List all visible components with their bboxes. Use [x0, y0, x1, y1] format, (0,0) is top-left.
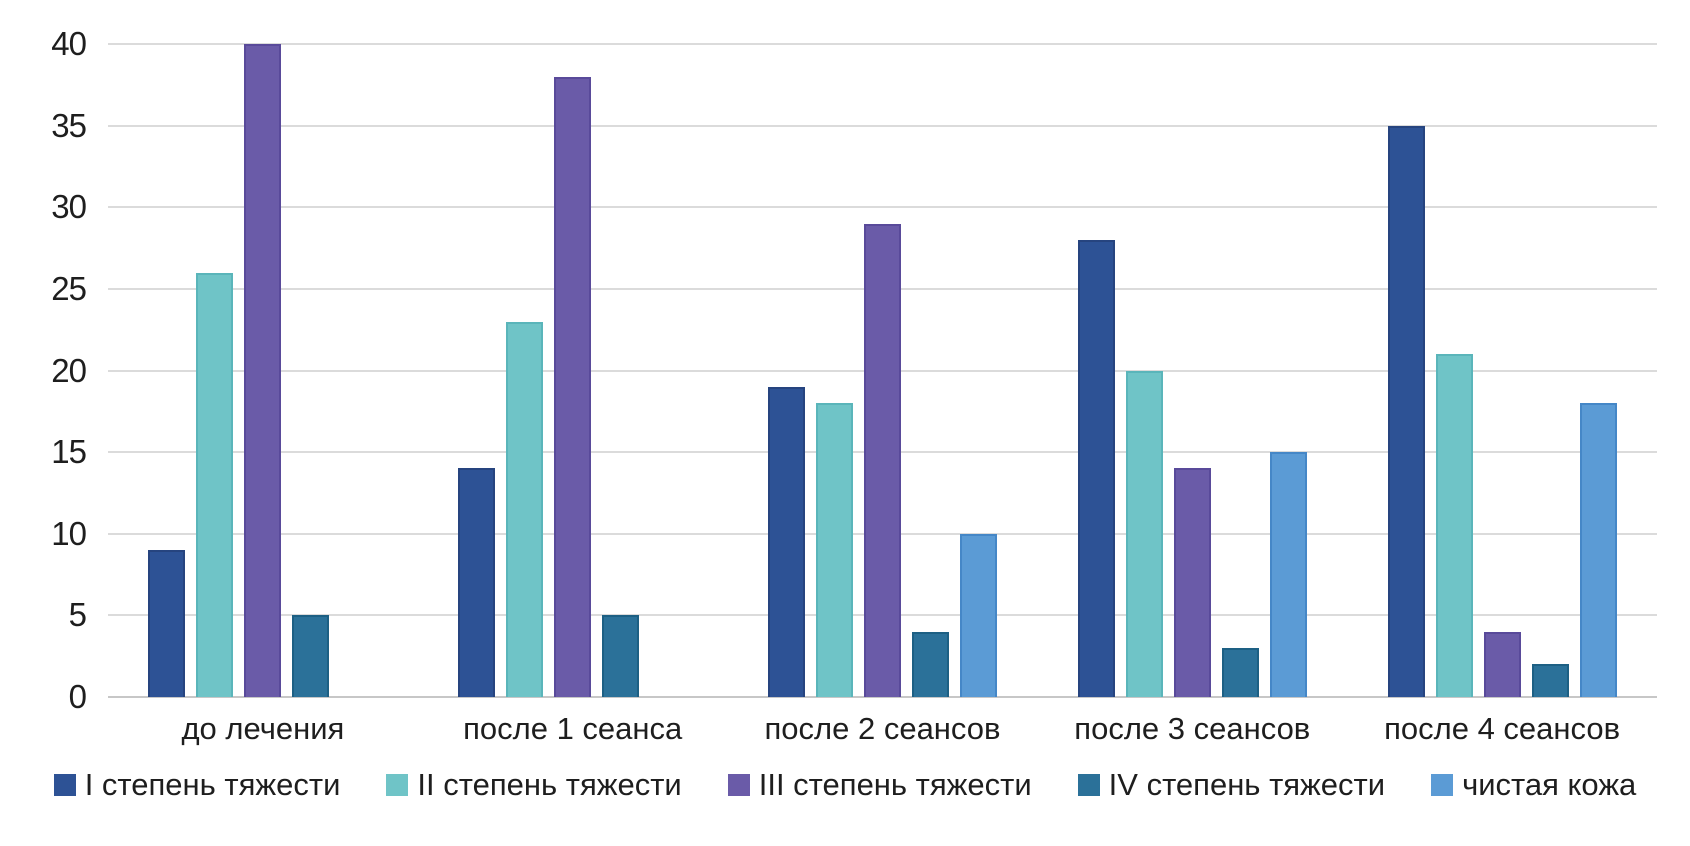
- y-tick-label: 25: [51, 269, 87, 307]
- x-axis-labels: до лечения после 1 сеанса после 2 сеансов п…: [108, 711, 1657, 746]
- y-axis: 0 5 10 15 20 25 30 35 40: [0, 27, 87, 713]
- gridline-40: [108, 43, 1657, 45]
- bar: [767, 386, 805, 697]
- gridline-35: [108, 124, 1657, 127]
- legend-label: чистая кожа: [1462, 767, 1637, 802]
- x-axis-label: после 1 сеанса: [463, 711, 683, 746]
- bar-group: [728, 44, 1038, 697]
- bar: [1221, 648, 1259, 697]
- legend-swatch: [53, 774, 76, 797]
- bar-groups: [108, 44, 1657, 697]
- bar: [1125, 370, 1163, 697]
- bar: [196, 272, 234, 697]
- bar: [506, 321, 544, 697]
- y-tick-label: 15: [51, 432, 87, 470]
- legend-item: II степень тяжести: [386, 767, 682, 802]
- bar: [1077, 239, 1115, 697]
- legend-swatch: [1077, 774, 1100, 797]
- bar: [1269, 452, 1307, 697]
- legend-label: II степень тяжести: [417, 767, 682, 802]
- x-axis-label: после 4 сеансов: [1384, 711, 1621, 746]
- bar: [863, 223, 901, 697]
- bar: [1579, 403, 1617, 697]
- gridline-30: [108, 206, 1657, 209]
- legend-item: чистая кожа: [1431, 767, 1637, 802]
- bar: [1483, 631, 1521, 697]
- legend: I степень тяжести II степень тяжести III с…: [0, 767, 1690, 802]
- y-tick-label: 40: [51, 24, 87, 62]
- legend-swatch: [386, 774, 409, 797]
- bar: [244, 44, 282, 697]
- x-axis-label: до лечения: [181, 711, 345, 746]
- bar: [458, 468, 496, 697]
- legend-item: I степень тяжести: [53, 767, 341, 802]
- legend-label: III степень тяжести: [758, 767, 1032, 802]
- y-tick-label: 30: [51, 188, 87, 226]
- legend-swatch: [1431, 774, 1454, 797]
- bar: [1173, 468, 1211, 697]
- legend-swatch: [727, 774, 750, 797]
- legend-label: IV степень тяжести: [1108, 767, 1386, 802]
- bar: [554, 76, 592, 697]
- legend-item: IV степень тяжести: [1077, 767, 1386, 802]
- y-tick-label: 35: [51, 106, 87, 144]
- legend-label: I степень тяжести: [84, 767, 341, 802]
- gridline-0: [108, 696, 1657, 698]
- bar-group: [1347, 44, 1657, 697]
- y-tick-label: 5: [68, 596, 87, 634]
- bar: [1387, 125, 1425, 697]
- plot-area: [108, 43, 1657, 698]
- bar: [292, 615, 330, 697]
- bar-group: [418, 44, 728, 697]
- bar: [815, 403, 853, 697]
- bar: [602, 615, 640, 697]
- y-tick-label: 10: [51, 514, 87, 552]
- bar-group: [108, 44, 418, 697]
- bar: [959, 533, 997, 697]
- legend-item: III степень тяжести: [727, 767, 1032, 802]
- x-axis-label: после 3 сеансов: [1074, 711, 1311, 746]
- bar: [148, 550, 186, 697]
- bar: [1531, 664, 1569, 697]
- x-axis-label: после 2 сеансов: [764, 711, 1001, 746]
- y-tick-label: 20: [51, 351, 87, 389]
- bar: [1435, 354, 1473, 697]
- y-tick-label: 0: [68, 677, 87, 715]
- bar-group: [1037, 44, 1347, 697]
- bar: [911, 631, 949, 697]
